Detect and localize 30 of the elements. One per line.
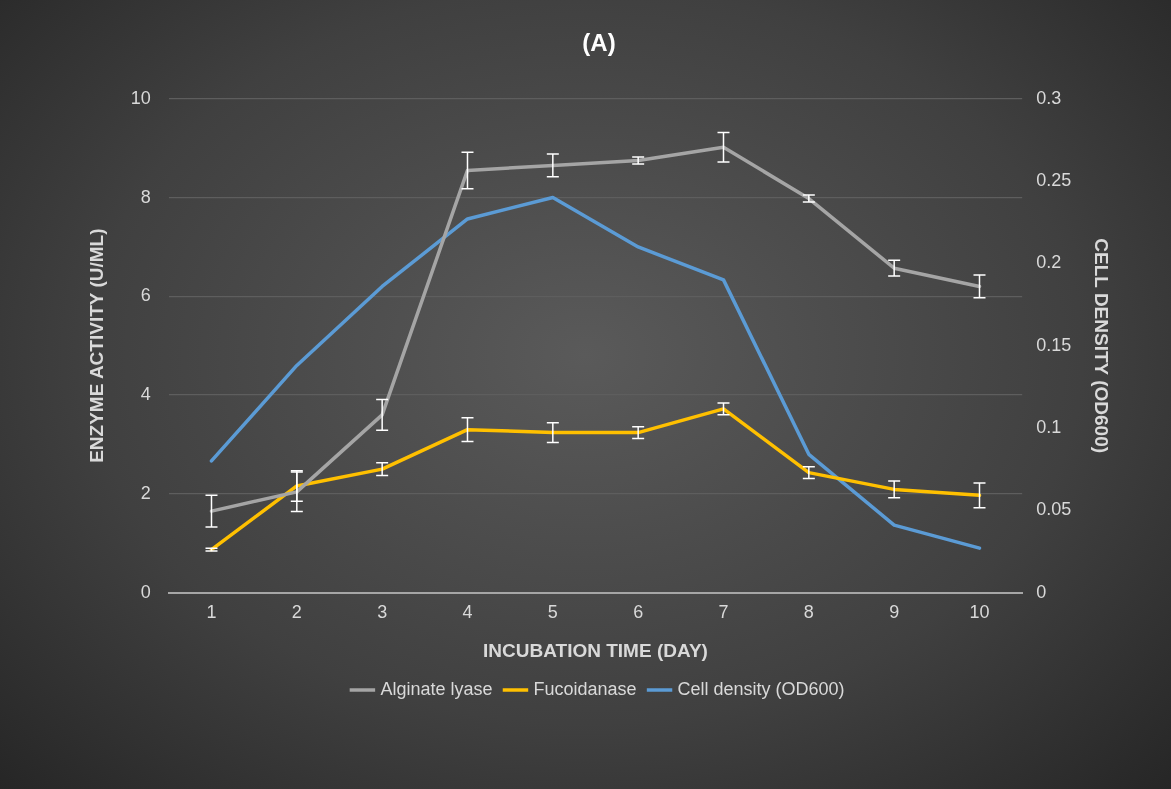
y2-tick-label: 0.3 <box>1036 87 1062 108</box>
x-tick-label: 6 <box>633 602 644 623</box>
y-tick-label: 4 <box>140 384 151 405</box>
legend-label: Alginate lyase <box>380 678 493 699</box>
x-tick-label: 8 <box>803 602 814 623</box>
y-tick-label: 8 <box>140 186 151 207</box>
y-tick-label: 6 <box>140 285 151 306</box>
y2-tick-label: 0.25 <box>1036 170 1072 191</box>
x-tick-label: 7 <box>718 602 729 623</box>
y2-tick-label: 0.05 <box>1036 499 1072 520</box>
legend-label: Fucoidanase <box>533 678 637 699</box>
x-tick-label: 3 <box>377 602 388 623</box>
x-tick-label: 10 <box>969 602 990 623</box>
x-tick-label: 5 <box>547 602 558 623</box>
y2-tick-label: 0.15 <box>1036 334 1072 355</box>
x-axis-title: INCUBATION TIME (DAY) <box>483 639 708 661</box>
y-tick-label: 10 <box>130 87 151 108</box>
y-tick-label: 0 <box>140 581 151 602</box>
y-tick-label: 2 <box>140 482 151 503</box>
x-tick-label: 1 <box>206 602 217 623</box>
chart-title: (A) <box>582 29 616 57</box>
x-tick-label: 9 <box>889 602 900 623</box>
x-tick-label: 4 <box>462 602 473 623</box>
y2-axis-title: CELL DENSITY (OD600) <box>1091 238 1113 454</box>
y2-tick-label: 0.1 <box>1036 416 1062 437</box>
legend-label: Cell density (OD600) <box>677 678 845 699</box>
x-tick-label: 2 <box>291 602 302 623</box>
y2-tick-label: 0.2 <box>1036 252 1062 273</box>
y2-tick-label: 0 <box>1036 581 1047 602</box>
y-axis-title: ENZYME ACTIVITY (U/ML) <box>85 228 107 463</box>
